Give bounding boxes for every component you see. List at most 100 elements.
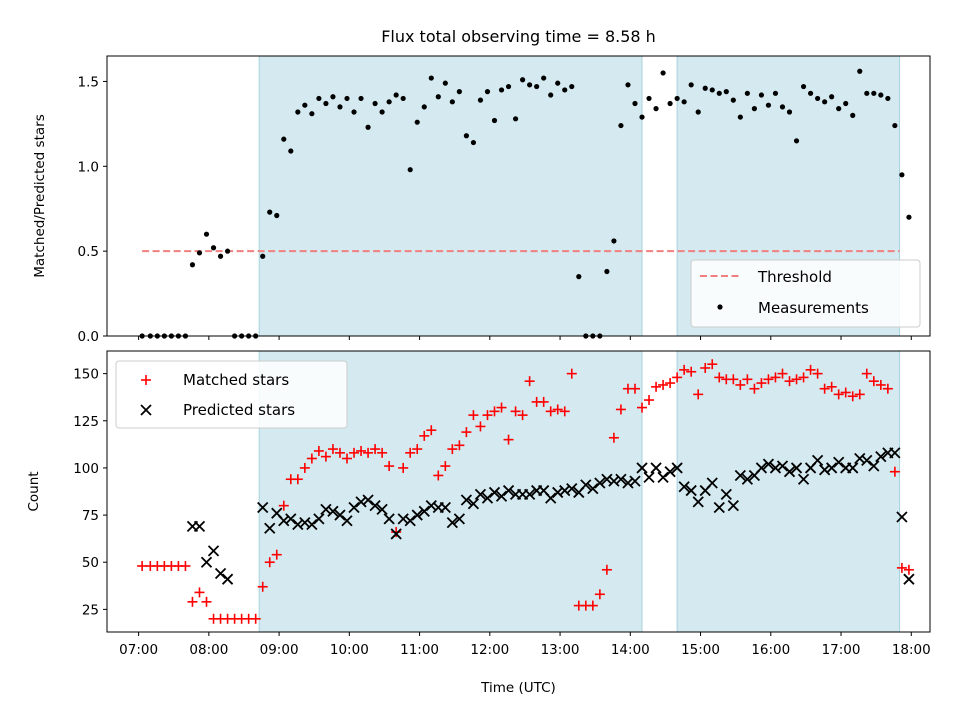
matched-stars-point [861,368,872,379]
matched-stars-point [299,462,310,473]
predicted-stars-point [376,503,388,516]
measurement-point [892,122,898,129]
predicted-stars-point [559,484,571,497]
predicted-stars-point [306,518,318,531]
legend-predicted-label: Predicted stars [183,401,295,419]
legend-box [690,259,921,328]
matched-stars-point [475,421,486,432]
measurement-point [421,104,427,110]
predicted-stars-point [769,462,782,474]
predicted-stars-point [467,498,480,510]
measurement-point [210,245,217,251]
measurement-point [667,100,673,107]
predicted-stars-point [460,494,473,506]
predicted-stars-point [214,567,227,580]
measurement-point [646,95,652,102]
measurement-point [618,122,624,129]
matched-stars-point [363,447,374,458]
bottom-axes-counts: 25 50 75 100 125 150 07:00 08:00 09:00 10:00 11:00… [26,350,931,696]
matched-stars-point [391,527,402,538]
matched-stars-point [341,453,352,464]
measurement-point [807,90,814,96]
measurement-point [484,89,491,95]
matched-stars-point [791,374,802,385]
matched-stars-point [868,376,879,387]
legend-matched-swatch [141,375,151,385]
top-y-axis-label: Matched/Predicted stars [32,114,48,277]
predicted-stars-point [257,501,269,514]
predicted-stars-point [776,460,789,472]
measurement-point [850,112,856,118]
legend-measurement-label: Measurements [758,299,869,317]
matched-stars-point [644,395,655,406]
matched-stars-point [826,381,837,392]
measurement-point [519,77,526,83]
matched-stars-point [510,406,521,417]
matched-stars-point [320,451,331,462]
predicted-stars-point [783,466,796,478]
matched-stars-point [327,444,338,455]
observing-interval [677,351,900,632]
measurement-point [365,124,371,130]
top-axes-frame [106,55,931,337]
measurement-point [562,87,568,93]
measurement-point [302,102,308,108]
bottom-legend: Matched stars Predicted stars [115,360,348,429]
predicted-stars-point [481,492,494,504]
predicted-stars-point [278,515,290,527]
matched-stars-point [257,581,268,592]
predicted-stars-point [523,488,536,500]
predicted-stars-point [720,488,732,500]
measurement-point [372,100,378,107]
matched-stars-point [770,372,781,383]
predicted-stars-point [826,462,838,474]
matched-stars-point [405,447,416,458]
matched-stars-point [728,374,739,385]
measurement-point [744,90,750,96]
predicted-stars-point [755,462,768,474]
measurement-point [611,238,617,244]
predicted-stars-point [488,486,501,499]
predicted-stars-point [221,573,234,585]
matched-stars-point [700,362,711,373]
matched-stars-point [370,444,381,455]
predicted-stars-point [411,509,423,521]
predicted-stars-point [875,450,887,463]
matched-stars-point [629,383,640,394]
matched-stars-point [412,444,423,455]
matched-stars-point [454,440,465,451]
legend-box [115,360,348,429]
predicted-stars-point [313,513,325,525]
predicted-stars-point [692,496,704,508]
y-tick-label: 0.5 [78,244,99,260]
measurement-point [906,214,912,220]
measurement-point [758,92,765,98]
predicted-stars-point [819,464,831,476]
top-axis-ticks: 0.0 0.5 1.0 1.5 [78,74,912,345]
matched-stars-point [608,432,619,443]
measurement-point [548,92,554,98]
predicted-stars-point [425,500,437,512]
measurement-point [344,95,350,102]
y-tick-label: 0.0 [78,329,99,345]
bottom-axes-frame [106,350,931,633]
measurement-point [695,109,701,115]
predicted-stars-point [390,528,402,540]
matched-stars-point [784,376,795,387]
predicted-stars-point [566,483,578,495]
x-tick-label: 16:00 [751,642,790,658]
predicted-stars-point [334,509,346,521]
predicted-stars-point [854,452,866,465]
predicted-stars-point [383,513,395,525]
predicted-stars-point [495,490,508,502]
x-tick-label: 07:00 [119,642,158,658]
measurement-point [702,85,708,91]
matched-stars-point [440,461,451,472]
matched-stars-point [594,589,605,600]
predicted-stars-point [629,475,641,487]
predicted-stars-point [713,501,725,514]
predicted-stars-point [741,473,754,485]
counts-series [137,359,915,624]
matched-stars-point [889,466,900,477]
